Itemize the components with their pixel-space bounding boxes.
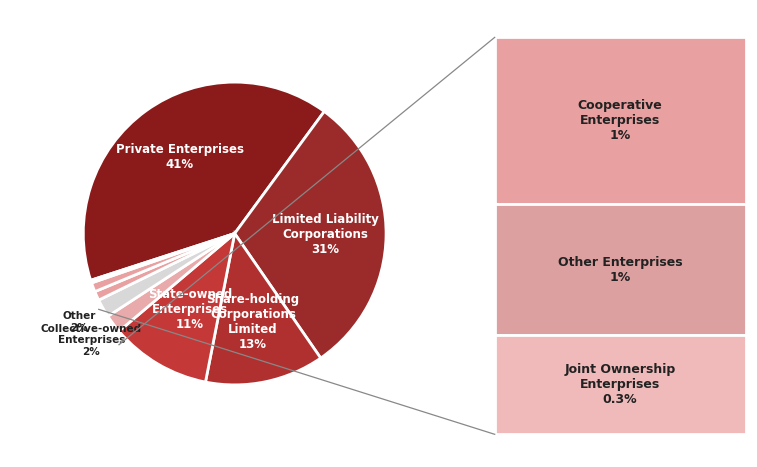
Text: Cooperative
Enterprises
1%: Cooperative Enterprises 1% [578, 99, 662, 142]
Bar [495, 335, 746, 434]
Bar [495, 204, 746, 335]
Wedge shape [91, 234, 235, 283]
Text: Limited Liability
Corporations
31%: Limited Liability Corporations 31% [272, 213, 379, 256]
Wedge shape [235, 112, 386, 358]
Text: Joint Ownership
Enterprises
0.3%: Joint Ownership Enterprises 0.3% [565, 363, 676, 406]
Text: Private Enterprises
41%: Private Enterprises 41% [116, 143, 244, 171]
Wedge shape [119, 234, 235, 382]
Wedge shape [205, 234, 321, 385]
Text: Share-holding
Corporations
Limited
13%: Share-holding Corporations Limited 13% [207, 293, 300, 352]
Text: Other
2%: Other 2% [63, 311, 96, 333]
Bar [495, 37, 746, 204]
Wedge shape [108, 234, 235, 331]
Wedge shape [92, 234, 235, 291]
Wedge shape [83, 82, 324, 280]
Wedge shape [98, 234, 235, 316]
Text: State-owned
Enterprises
11%: State-owned Enterprises 11% [148, 288, 232, 331]
Text: Collective-owned
Enterprises
2%: Collective-owned Enterprises 2% [41, 324, 142, 357]
Text: Other Enterprises
1%: Other Enterprises 1% [558, 255, 683, 283]
Wedge shape [95, 234, 235, 300]
